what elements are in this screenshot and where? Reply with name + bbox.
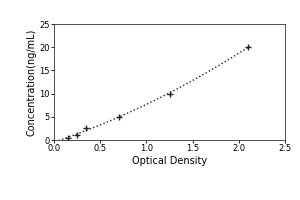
Y-axis label: Concentration(ng/mL): Concentration(ng/mL) xyxy=(27,28,37,136)
X-axis label: Optical Density: Optical Density xyxy=(132,156,207,166)
